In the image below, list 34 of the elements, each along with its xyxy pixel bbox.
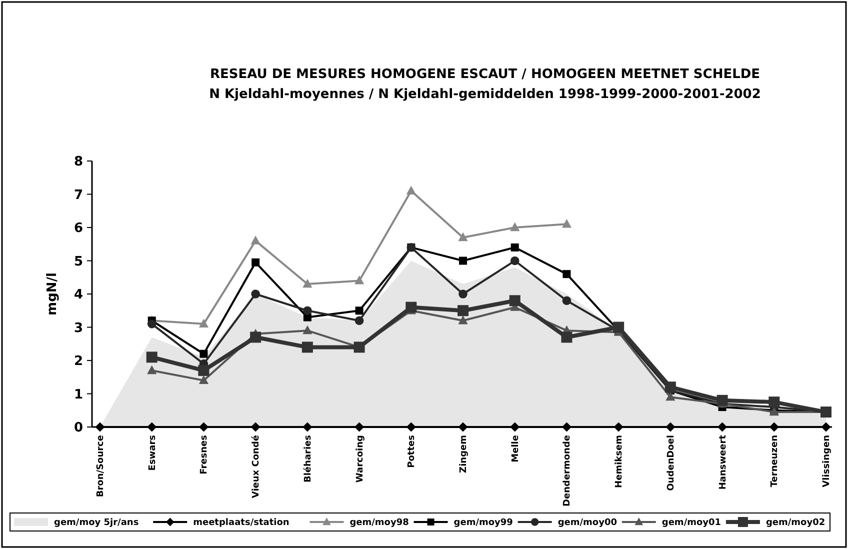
x-tick-label: Zingem xyxy=(459,435,469,473)
x-tick-label: Fresnes xyxy=(200,435,210,474)
chart-subtitle: N Kjeldahl-moyennes / N Kjeldahl-gemiddelden 1998-1999-2000-2001-2002 xyxy=(209,87,761,102)
y-axis-title: mgN/l xyxy=(45,272,60,316)
x-tick-label: Hemiksem xyxy=(614,435,625,488)
legend-label: gem/moy98 xyxy=(350,518,409,528)
x-tick-label: Terneuzen xyxy=(770,435,780,488)
x-tick-label: Vieux Condé xyxy=(250,435,262,498)
x-tick-label: Eswars xyxy=(148,435,158,471)
y-tick-label: 6 xyxy=(74,221,83,236)
y-tick-label: 3 xyxy=(74,320,83,336)
x-tick-label: Bléharies xyxy=(302,435,314,483)
y-tick-label: 2 xyxy=(74,354,83,370)
legend-label: gem/moy99 xyxy=(454,518,513,528)
legend-label: gem/moy01 xyxy=(662,518,722,528)
x-tick-label: Hansweert xyxy=(718,434,728,490)
chart-title: RESEAU DE MESURES HOMOGENE ESCAUT / HOMOGEEN MEETNET SCHELDE xyxy=(210,67,760,82)
x-tick-label: Vlissingen xyxy=(822,435,832,488)
y-tick-label: 1 xyxy=(74,387,83,402)
legend-label: gem/moy 5jr/ans xyxy=(54,518,139,528)
x-tick-label: Melle xyxy=(510,435,521,462)
y-tick-label: 8 xyxy=(74,154,83,170)
x-tick-label: OudenDoel xyxy=(666,435,676,491)
legend-label: meetplaats/station xyxy=(193,518,290,528)
x-tick-label: Dendermonde xyxy=(562,435,573,506)
x-tick-label: Bron/Source xyxy=(96,435,106,498)
x-tick-label: Pottes xyxy=(407,435,418,468)
y-tick-label: 5 xyxy=(74,254,83,270)
legend-label: gem/moy02 xyxy=(766,518,826,528)
x-tick-label: Warcoing xyxy=(355,435,366,483)
y-tick-label: 4 xyxy=(74,288,83,303)
legend-label: gem/moy00 xyxy=(558,518,618,528)
y-tick-label: 0 xyxy=(74,420,83,436)
y-tick-label: 7 xyxy=(74,188,83,203)
